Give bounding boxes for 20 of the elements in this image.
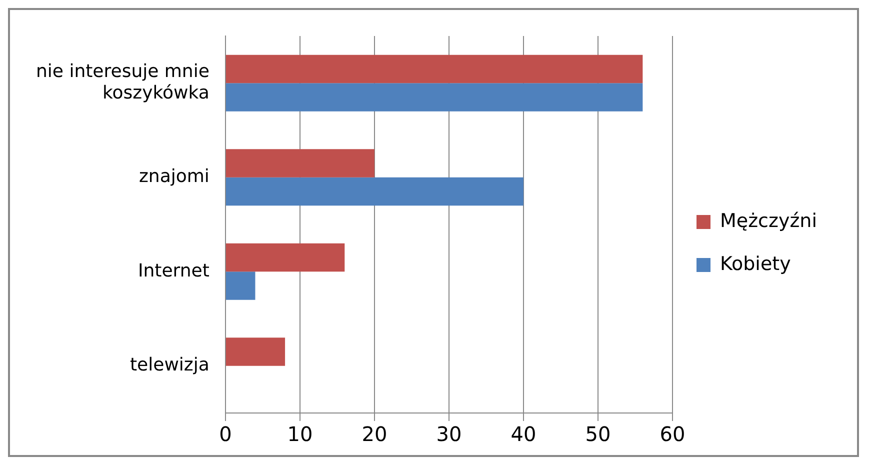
legend-label: Kobiety	[720, 252, 791, 275]
bar	[226, 243, 345, 272]
x-tick-label: 0	[219, 422, 232, 446]
x-tick-label: 60	[660, 422, 686, 446]
y-tick-label: nie interesuje mnie koszykówka	[36, 60, 210, 104]
bar	[226, 54, 643, 84]
bar	[226, 177, 524, 206]
bar	[226, 272, 256, 300]
bar	[226, 338, 286, 366]
x-tick-label: 50	[585, 422, 611, 446]
x-tick-label: 20	[362, 422, 388, 446]
legend-label: Mężczyźni	[720, 210, 817, 232]
y-tick-label: znajomi	[138, 166, 210, 188]
y-tick-label: telewizja	[130, 354, 210, 376]
bar	[226, 149, 374, 178]
x-tick-label: 10	[287, 422, 313, 446]
x-tick-label: 30	[436, 422, 462, 446]
bar	[226, 83, 643, 112]
y-tick-label: Internet	[138, 260, 210, 282]
x-tick-label: 40	[510, 422, 536, 446]
